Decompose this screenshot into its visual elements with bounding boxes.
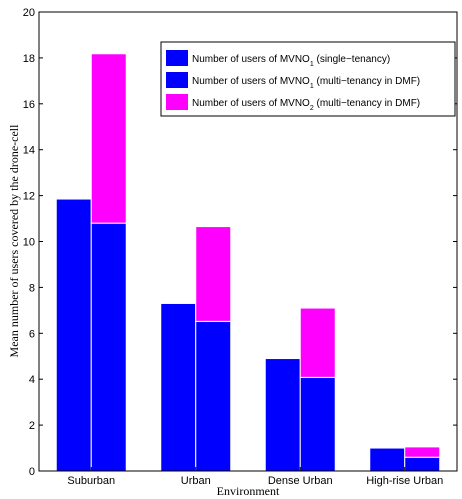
legend-entry: Number of users of MVNO1 (single−tenancy… — [192, 54, 390, 68]
legend-box — [160, 41, 456, 117]
bar-multi-tenancy-segment-2-suburban — [90, 53, 127, 224]
y-tick-label: 0 — [29, 466, 35, 478]
x-axis: Suburban Urban Dense Urban High-rise Urban — [67, 467, 443, 487]
legend-swatch — [166, 50, 188, 66]
bar-multi-tenancy-segment-2-dense-urban — [299, 307, 336, 378]
legend-entry: Number of users of MVNO1 (multi−tenancy … — [192, 76, 420, 90]
legend-swatch — [166, 72, 188, 88]
y-tick-label: 6 — [29, 328, 35, 340]
bars-group — [55, 53, 441, 472]
y-tick-label: 16 — [23, 99, 35, 111]
bar-multi-tenancy-segment-2-high-rise-urban — [404, 446, 441, 458]
bar-multi-tenancy-segment-1-high-rise-urban — [404, 456, 441, 472]
x-tick-label: Dense Urban — [268, 475, 333, 487]
x-tick-label: High-rise Urban — [366, 475, 443, 487]
bar-single-tenancy-segment-1-high-rise-urban — [369, 447, 406, 472]
bar-multi-tenancy-segment-2-urban — [195, 226, 232, 322]
y-tick-label: 18 — [23, 53, 35, 65]
plot-frame — [38, 11, 458, 472]
bar-single-tenancy-segment-1-dense-urban — [264, 358, 301, 472]
y-axis-label: Mean number of users covered by the dron… — [7, 124, 21, 358]
legend: Number of users of MVNO1 (single−tenancy… — [160, 41, 456, 117]
y-tick-label: 14 — [23, 145, 35, 157]
y-axis: 0 2 4 6 8 10 12 14 16 18 20 — [23, 7, 457, 478]
y-tick-label: 20 — [23, 7, 35, 19]
legend-swatch — [166, 94, 188, 110]
bar-multi-tenancy-segment-1-urban — [195, 320, 232, 472]
y-tick-label: 10 — [23, 237, 35, 249]
y-tick-label: 2 — [29, 420, 35, 432]
x-axis-label: Environment — [217, 484, 280, 498]
bar-multi-tenancy-segment-1-suburban — [90, 222, 127, 472]
bar-single-tenancy-segment-1-suburban — [55, 198, 92, 472]
y-tick-label: 12 — [23, 191, 35, 203]
bar-multi-tenancy-segment-1-dense-urban — [299, 376, 336, 472]
x-tick-label: Urban — [181, 475, 211, 487]
bar-single-tenancy-segment-1-urban — [160, 302, 197, 472]
legend-entry: Number of users of MVNO2 (multi−tenancy … — [192, 98, 420, 112]
x-tick-label: Suburban — [67, 475, 115, 487]
y-tick-label: 8 — [29, 282, 35, 294]
y-tick-label: 4 — [29, 374, 35, 386]
